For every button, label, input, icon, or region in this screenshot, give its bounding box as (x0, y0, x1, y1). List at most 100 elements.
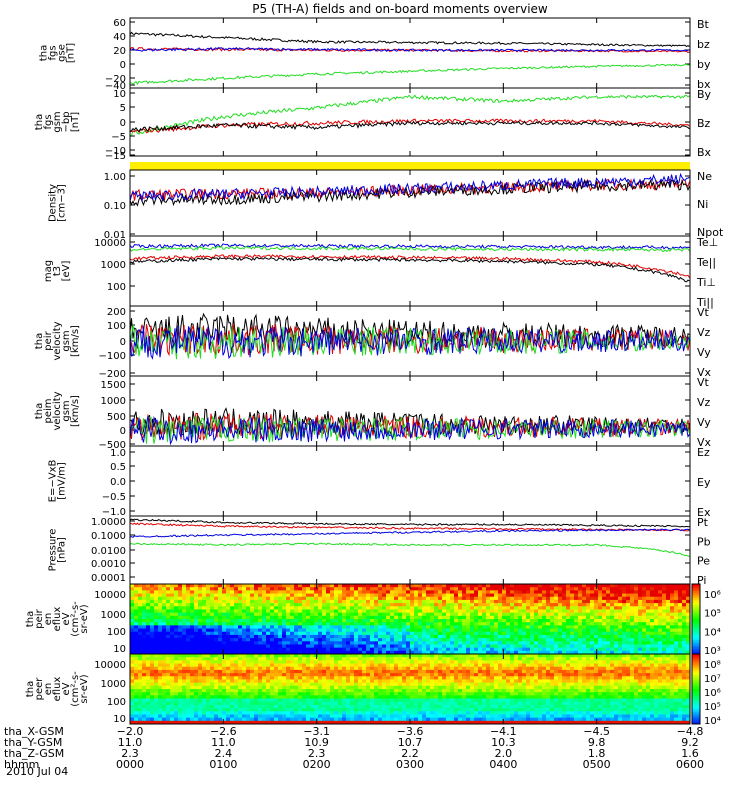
spectrogram-cell (294, 625, 299, 630)
spectrogram-cell (338, 704, 343, 709)
spectrogram-cell (206, 615, 211, 620)
spectrogram-cell (534, 587, 539, 591)
spectrogram-cell (134, 708, 139, 712)
spectrogram-cell (150, 593, 155, 598)
spectrogram-cell (210, 644, 215, 649)
spectrogram-cell (334, 676, 339, 680)
spectrogram-cell (202, 596, 207, 601)
spectrogram-cell (158, 644, 163, 649)
spectrogram-cell (306, 701, 311, 706)
spectrogram-cell (286, 714, 291, 719)
spectrogram-cell (222, 638, 227, 642)
spectrogram-cell (502, 599, 507, 604)
spectrogram-cell (302, 673, 307, 677)
spectrogram-cell (606, 634, 611, 639)
spectrogram-cell (322, 638, 327, 642)
spectrogram-cell (306, 704, 311, 709)
spectrogram-cell (342, 590, 347, 595)
spectrogram-cell (426, 584, 431, 588)
spectrogram-cell (502, 612, 507, 617)
spectrogram-cell (546, 650, 551, 655)
spectrogram-cell (242, 599, 247, 604)
spectrogram-cell (194, 689, 199, 693)
spectrogram-cell (622, 644, 627, 649)
spectrogram-cell (606, 599, 611, 604)
spectrogram-cell (338, 676, 343, 680)
spectrogram-cell (462, 647, 467, 652)
spectrogram-cell (378, 650, 383, 655)
spectrogram-cell (570, 612, 575, 617)
spectrogram-cell (514, 593, 519, 598)
spectrogram-cell (658, 650, 663, 655)
spectrogram-cell (402, 609, 407, 614)
spectrogram-cell (398, 660, 403, 665)
spectrogram-cell (394, 593, 399, 598)
spectrogram-cell (242, 714, 247, 719)
spectrogram-cell (314, 711, 319, 715)
spectrogram-cell (314, 625, 319, 630)
spectrogram-cell (290, 647, 295, 652)
spectrogram-cell (282, 590, 287, 595)
spectrogram-cell (542, 644, 547, 649)
spectrogram-cell (546, 593, 551, 598)
spectrogram-cell (378, 669, 383, 674)
spectrogram-cell (158, 685, 163, 690)
spectrogram-cell (502, 615, 507, 620)
spectrogram-cell (290, 603, 295, 607)
spectrogram-cell (226, 625, 231, 630)
spectrogram-cell (590, 622, 595, 626)
spectrogram-cell (266, 666, 271, 671)
spectrogram-cell (290, 717, 295, 722)
spectrogram-cell (278, 606, 283, 610)
spectrogram-cell (410, 603, 415, 607)
spectrogram-cell (274, 612, 279, 617)
spectrogram-cell (202, 638, 207, 642)
spectrogram-cell (322, 596, 327, 601)
spectrogram-cell (258, 663, 263, 668)
spectrogram-cell (294, 704, 299, 709)
spectrogram-cell (186, 689, 191, 693)
spectrogram-cell (310, 692, 315, 696)
spectrogram-cell (386, 615, 391, 620)
spectrogram-cell (282, 650, 287, 655)
spectrogram-cell (470, 634, 475, 639)
spectrogram-cell (162, 679, 167, 684)
spectrogram-cell (370, 685, 375, 690)
spectrogram-cell (558, 593, 563, 598)
spectrogram-cell (286, 634, 291, 639)
spectrogram-cell (446, 631, 451, 636)
spectrogram-cell (318, 698, 323, 703)
spectrogram-cell (442, 628, 447, 633)
spectrogram-cell (290, 625, 295, 630)
spectrogram-cell (574, 603, 579, 607)
spectrogram-cell (238, 625, 243, 630)
spectrogram-cell (186, 654, 191, 658)
spectrogram-cell (230, 634, 235, 639)
spectrogram-cell (178, 596, 183, 601)
spectrogram-cell (294, 593, 299, 598)
spectrogram-cell (374, 701, 379, 706)
spectrogram-cell (618, 609, 623, 614)
spectrogram-cell (654, 634, 659, 639)
spectrogram-cell (242, 666, 247, 671)
spectrogram-cell (178, 609, 183, 614)
spectrogram-cell (202, 720, 207, 725)
y-tick-label: −200 (99, 369, 126, 380)
spectrogram-cell (582, 603, 587, 607)
spectrogram-cell (146, 673, 151, 677)
spectrogram-cell (458, 596, 463, 601)
spectrogram-cell (322, 650, 327, 655)
spectrogram-cell (394, 612, 399, 617)
spectrogram-cell (354, 711, 359, 715)
spectrogram-cell (254, 599, 259, 604)
spectrogram-cell (534, 622, 539, 626)
spectrogram-cell (414, 612, 419, 617)
spectrogram-cell (426, 631, 431, 636)
spectrogram-cell (362, 682, 367, 687)
spectrogram-cell (486, 619, 491, 623)
spectrogram-cell (182, 641, 187, 645)
spectrogram-cell (162, 650, 167, 655)
spectrogram-cell (274, 584, 279, 588)
spectrogram-cell (598, 634, 603, 639)
spectrogram-cell (250, 654, 255, 658)
